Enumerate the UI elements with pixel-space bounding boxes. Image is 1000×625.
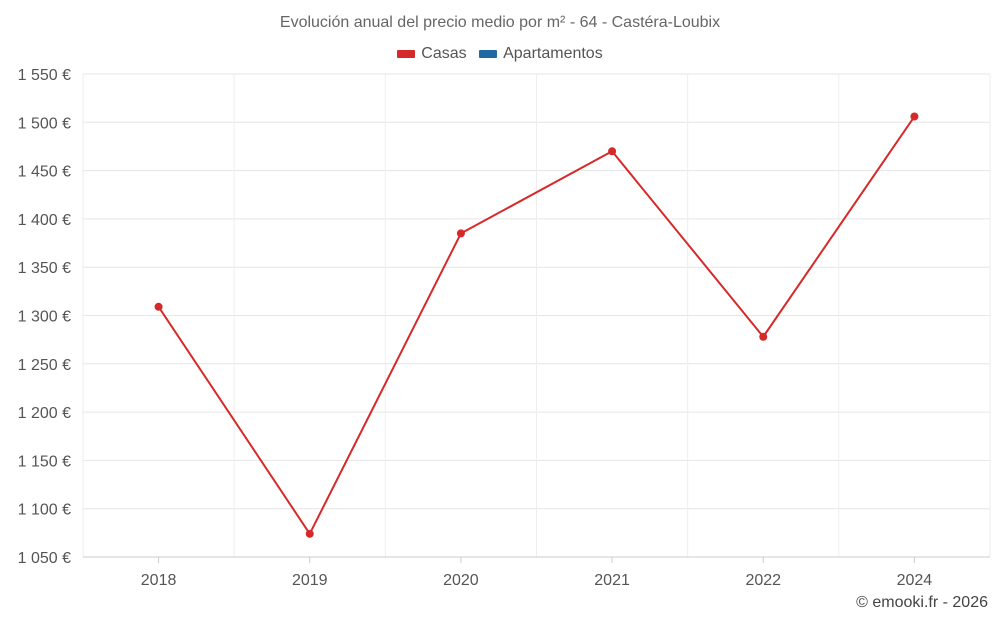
series-line-casas [157,115,916,535]
y-tick-label: 1 200 € [18,405,71,422]
legend-label-apartamentos: Apartamentos [503,45,603,62]
y-tick-label: 1 550 € [18,67,71,84]
legend-item-casas[interactable]: Casas [397,45,467,63]
data-point-casas [305,529,314,538]
x-tick-label: 2019 [292,572,328,589]
chart-title: Evolución anual del precio medio por m² … [279,14,721,31]
y-tick-label: 1 450 € [18,164,71,181]
y-tick-label: 1 400 € [18,212,71,229]
data-point-casas [759,332,768,341]
x-tick-label: 2020 [443,572,479,589]
legend-label-casas: Casas [421,45,467,62]
x-tick-label: 2021 [594,572,630,589]
y-tick-label: 1 050 € [18,550,71,567]
chart-legend: Casas Apartamentos [0,45,1000,63]
y-tick-label: 1 500 € [18,115,71,132]
credit-text: © emooki.fr - 2026 [856,594,988,611]
data-point-casas [910,112,919,121]
data-point-casas [456,229,465,238]
y-tick-label: 1 100 € [18,502,71,519]
legend-swatch-apartamentos [479,50,498,58]
legend-swatch-casas [397,50,416,58]
x-tick-label: 2018 [141,572,177,589]
y-tick-label: 1 300 € [18,309,71,326]
data-point-casas [608,147,617,156]
y-tick-label: 1 250 € [18,357,71,374]
y-tick-label: 1 350 € [18,260,71,277]
y-tick-label: 1 150 € [18,453,71,470]
legend-item-apartamentos[interactable]: Apartamentos [479,45,603,63]
x-tick-label: 2024 [897,572,933,589]
data-point-casas [154,302,163,311]
x-tick-label: 2022 [745,572,781,589]
